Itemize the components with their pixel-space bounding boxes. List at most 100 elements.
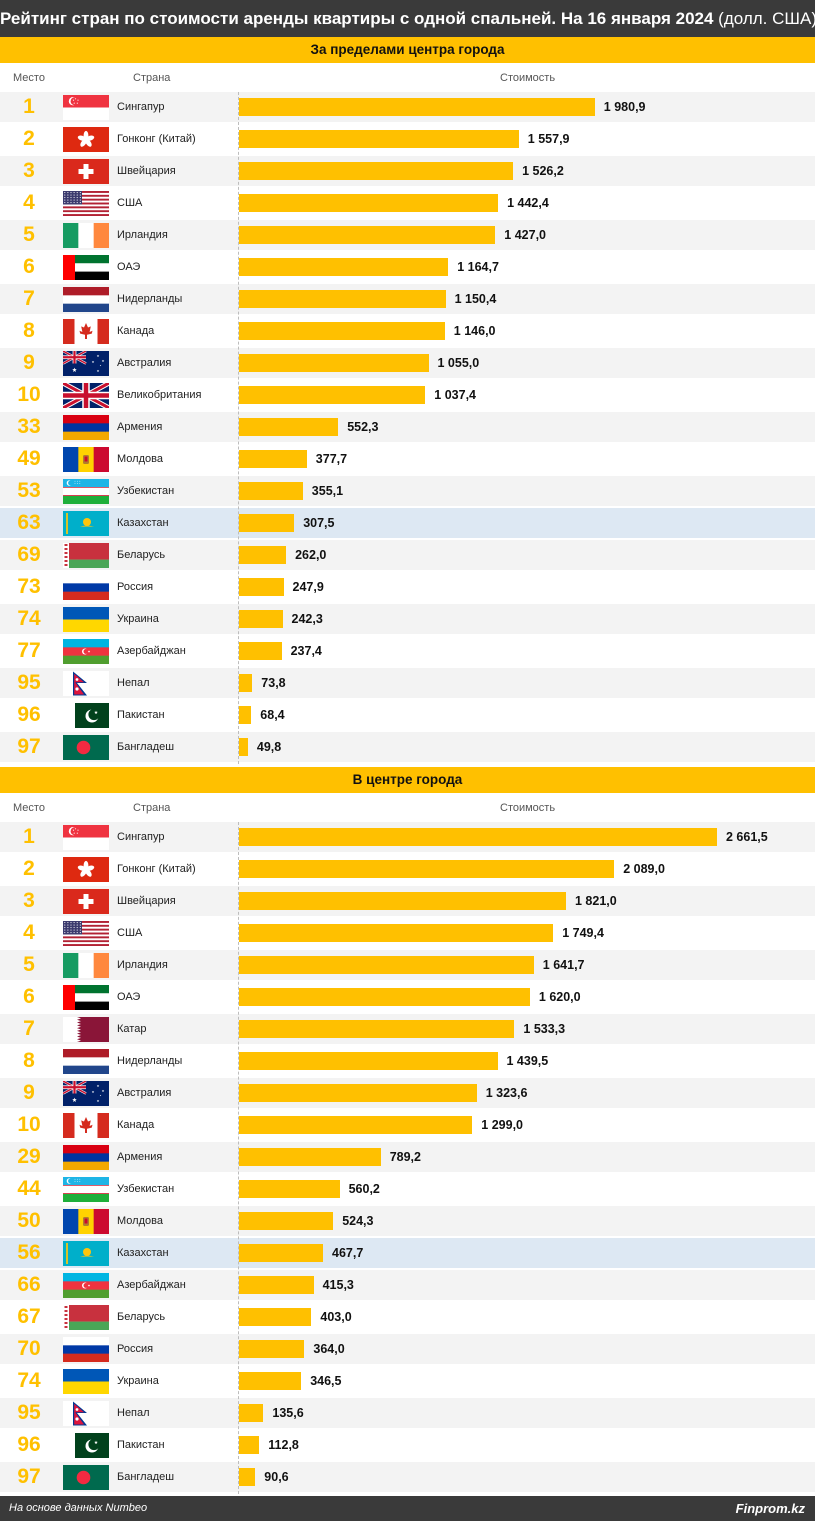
- rank-label: 63: [17, 511, 41, 534]
- flag-icon: [63, 1273, 109, 1298]
- table-row: 4 США 1 749,4: [0, 918, 815, 948]
- table-row: 67 Беларусь 403,0: [0, 1302, 815, 1332]
- flag-icon: [63, 889, 109, 914]
- value-label: 1 557,9: [527, 132, 570, 146]
- value-label: 1 055,0: [437, 356, 480, 370]
- table-row: 8 Канада 1 146,0: [0, 316, 815, 346]
- country-label: ОАЭ: [117, 261, 141, 273]
- bar: [239, 578, 284, 596]
- rank-label: 6: [23, 255, 35, 278]
- bar: [239, 1404, 264, 1422]
- value-label: 242,3: [291, 612, 323, 626]
- country-label: Украина: [117, 1375, 159, 1387]
- table-row: 95 Непал 135,6: [0, 1398, 815, 1428]
- rank-column-header: Место: [13, 72, 45, 84]
- value-label: 1 442,4: [507, 196, 549, 210]
- value-label: 1 037,4: [434, 388, 477, 402]
- bar: [239, 1180, 340, 1198]
- bar: [239, 98, 595, 116]
- country-label: Россия: [117, 1343, 154, 1355]
- country-label: Беларусь: [117, 549, 166, 561]
- value-label: 135,6: [272, 1406, 304, 1420]
- rank-label: 67: [17, 1305, 41, 1328]
- bar: [239, 194, 499, 212]
- country-label: Австралия: [117, 357, 172, 369]
- rank-label: 7: [23, 1017, 35, 1040]
- bar: [239, 738, 248, 756]
- country-label: Казахстан: [117, 517, 169, 529]
- rank-label: 74: [17, 607, 41, 630]
- flag-icon: [63, 1049, 109, 1074]
- rank-label: 2: [23, 127, 35, 150]
- rank-label: 70: [17, 1337, 41, 1360]
- value-label: 112,8: [268, 1438, 299, 1452]
- table-row: 5 Ирландия 1 641,7: [0, 950, 815, 980]
- table-row: 2 Гонконг (Китай) 1 557,9: [0, 124, 815, 154]
- table-row: 44 Узбекистан 560,2: [0, 1174, 815, 1204]
- rank-label: 56: [17, 1241, 41, 1264]
- table-row: 49 Молдова 377,7: [0, 444, 815, 474]
- bar: [239, 956, 534, 974]
- bar: [239, 322, 445, 340]
- rank-label: 49: [17, 447, 41, 470]
- table-row: 74 Украина 346,5: [0, 1366, 815, 1396]
- flag-icon: [63, 127, 109, 152]
- country-label: Канада: [117, 1119, 155, 1131]
- country-label: Нидерланды: [117, 293, 183, 305]
- table-row: 2 Гонконг (Китай) 2 089,0: [0, 854, 815, 884]
- country-label: Беларусь: [117, 1311, 166, 1323]
- value-label: 90,6: [264, 1470, 289, 1484]
- rank-label: 9: [23, 1081, 35, 1104]
- bar: [239, 892, 566, 910]
- rank-label: 8: [23, 1049, 35, 1072]
- flag-icon: [63, 159, 109, 184]
- chart-title: Рейтинг стран по стоимости аренды кварти…: [0, 0, 815, 37]
- rank-label: 29: [17, 1145, 41, 1168]
- rank-label: 96: [17, 1433, 41, 1456]
- value-label: 789,2: [389, 1150, 421, 1164]
- country-label: Нидерланды: [117, 1055, 183, 1067]
- bar: [239, 546, 287, 564]
- axis-baseline: [238, 92, 239, 764]
- country-label: Украина: [117, 613, 159, 625]
- rank-label: 50: [17, 1209, 41, 1232]
- value-label: 1 439,5: [506, 1054, 549, 1068]
- table-row: 7 Нидерланды 1 150,4: [0, 284, 815, 314]
- bar: [239, 514, 295, 532]
- flag-icon: [63, 639, 109, 664]
- value-label: 415,3: [322, 1278, 354, 1292]
- flag-icon: [63, 1305, 109, 1330]
- value-label: 467,7: [332, 1246, 364, 1260]
- value-label: 377,7: [315, 452, 348, 466]
- flag-icon: [63, 191, 109, 216]
- table-row: 96 Пакистан 112,8: [0, 1430, 815, 1460]
- bar: [239, 1372, 302, 1390]
- footer-source: На основе данных Numbeo: [9, 1502, 148, 1514]
- bar: [239, 1084, 477, 1102]
- value-label: 1 533,3: [523, 1022, 566, 1036]
- rank-label: 95: [17, 1401, 41, 1424]
- value-label: 1 150,4: [454, 292, 497, 306]
- bar: [239, 1148, 381, 1166]
- value-label: 1 146,0: [453, 324, 496, 338]
- section-title: За пределами центра города: [0, 37, 815, 63]
- rank-label: 77: [17, 639, 41, 662]
- flag-icon: [63, 921, 109, 946]
- value-label: 307,5: [303, 516, 335, 530]
- bar: [239, 162, 514, 180]
- country-label: Непал: [117, 677, 150, 689]
- rank-label: 97: [17, 735, 41, 758]
- bar: [239, 1308, 312, 1326]
- rank-label: 44: [17, 1177, 41, 1200]
- table-row: 50 Молдова 524,3: [0, 1206, 815, 1236]
- country-label: Ирландия: [117, 959, 168, 971]
- bar: [239, 828, 717, 846]
- country-label: Бангладеш: [117, 1471, 175, 1483]
- value-label: 237,4: [290, 644, 322, 658]
- flag-icon: [63, 607, 109, 632]
- axis-baseline: [238, 822, 239, 1494]
- flag-icon: [63, 825, 109, 850]
- bar: [239, 482, 303, 500]
- country-label: Россия: [117, 581, 154, 593]
- rank-label: 8: [23, 319, 35, 342]
